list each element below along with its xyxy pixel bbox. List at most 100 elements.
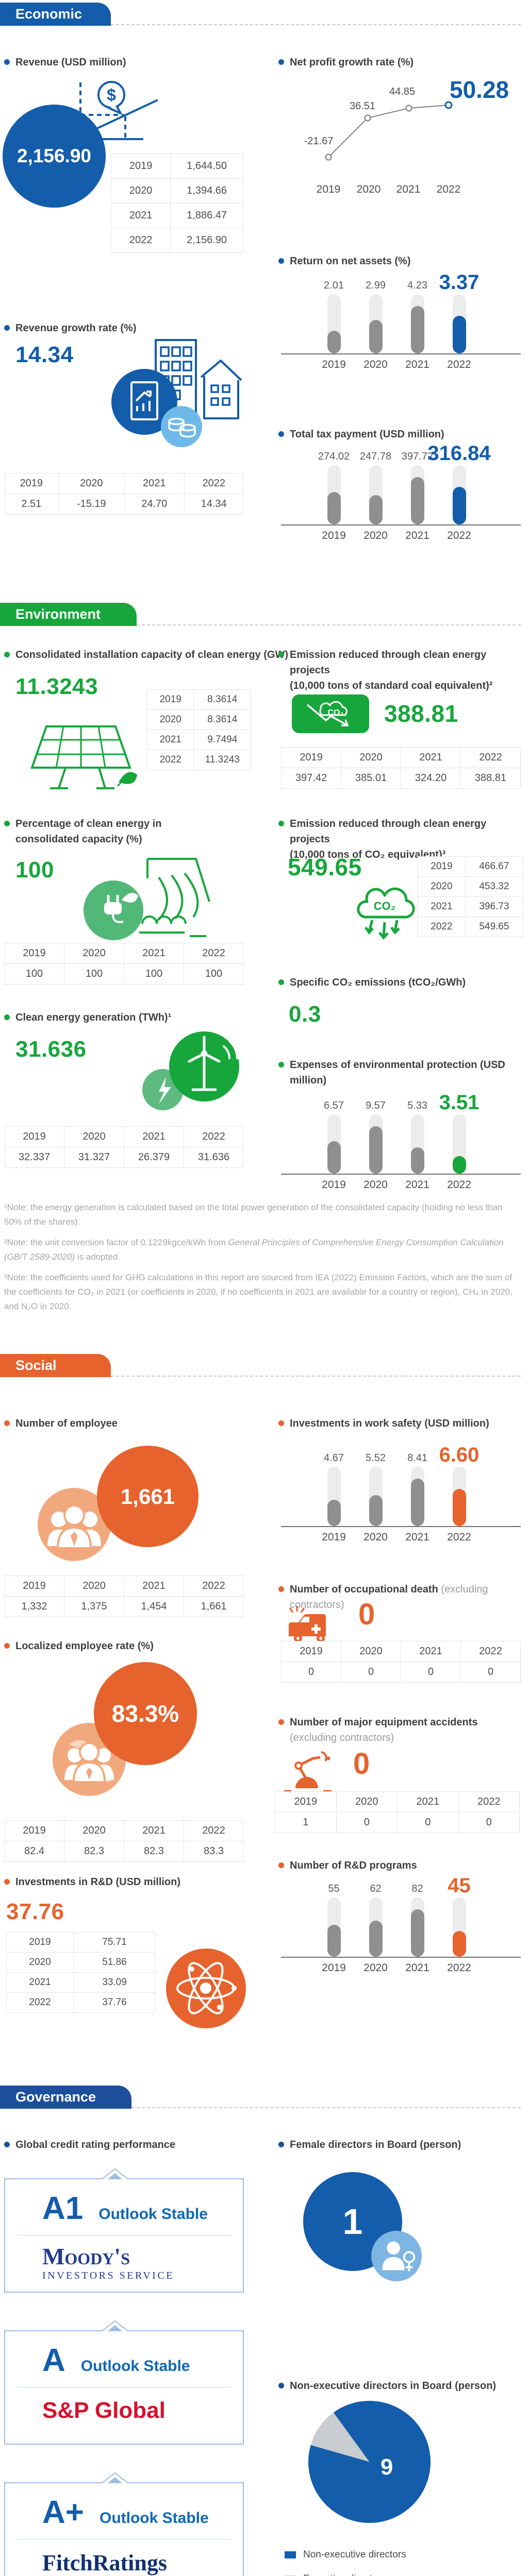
value-cell: 1,454 [124, 1596, 184, 1617]
value-cell: 0 [458, 1812, 520, 1833]
revenue-growth-highlight: 14.34 [15, 342, 74, 367]
year-cell: 2020 [146, 709, 194, 730]
rating-card-moodys: A1 Outlook Stable Moody's INVESTORS SERV… [4, 2168, 244, 2293]
value-cell: 83.3 [184, 1841, 244, 1862]
year-cell: 2022 [418, 917, 466, 937]
value-cell: 397.42 [281, 768, 341, 789]
value-cell: 1,886.47 [170, 203, 243, 228]
value-cell: 75.71 [73, 1932, 156, 1953]
footnote-1: ¹Note: the energy generation is calculat… [4, 1202, 503, 1227]
year-cell: 2022 [110, 228, 171, 253]
robot-arm-icon [284, 1751, 332, 1793]
value-cell: 14.34 [184, 494, 244, 515]
bar: 62 [355, 1871, 396, 1957]
svg-text:36.51: 36.51 [350, 100, 375, 112]
value-cell: 31.327 [64, 1147, 124, 1168]
generation-table: 2019 2020 2021 2022 32.337 31.327 26.379 31.636 [4, 1126, 244, 1168]
value-cell: 1 [275, 1812, 337, 1833]
bar-track [452, 1114, 466, 1174]
revenue-growth-label: Revenue growth rate (%) [4, 320, 252, 336]
bar-track [369, 1114, 383, 1174]
year-cell: 2019 [110, 154, 171, 179]
year-label: 2021 [405, 359, 429, 370]
env-expenses-label: Expenses of environmental protection (US… [278, 1057, 505, 1088]
value-cell: 37.76 [73, 1992, 156, 2013]
year-cell: 2020 [58, 473, 125, 494]
bar: 9.57 [355, 1088, 396, 1174]
year-cell: 2022 [6, 1992, 74, 2013]
svg-text:2020: 2020 [357, 183, 381, 195]
wind-turbine-icon [142, 1031, 239, 1110]
rnd-programs-chart: 55 62 82 45 2019 2020 2021 2022 [281, 1871, 521, 1974]
year-label: 2019 [322, 1179, 346, 1191]
year-cell: 2019 [281, 747, 341, 768]
data-table: 2019 2020 2021 2022 100 100 100 100 [4, 943, 244, 985]
bar-track [369, 294, 383, 353]
value-cell: 32.337 [4, 1147, 64, 1168]
legend-executive: Executive directors [285, 2573, 386, 2576]
footnote-2: ²Note: the unit conversion factor of 0.1… [4, 1238, 504, 1262]
bar-value-label: 3.37 [439, 271, 480, 294]
value-cell: 396.73 [465, 896, 524, 917]
capacity-highlight: 11.3243 [15, 674, 98, 699]
year-cell: 2021 [401, 747, 461, 768]
bullet-icon [278, 2142, 284, 2147]
value-cell: 1,332 [4, 1596, 64, 1617]
economic-section-header: Economic [0, 3, 111, 26]
legend-swatch [285, 2551, 296, 2558]
value-cell: 8.3614 [193, 709, 251, 730]
revenue-table: 2019 1,644.50 2020 1,394.66 2021 1,886.47 2022… [110, 154, 243, 253]
bullet-icon [4, 325, 10, 331]
bar-track [410, 294, 424, 353]
governance-divider [131, 2107, 521, 2108]
year-label: 2020 [363, 530, 388, 541]
bar-value-label: 45 [448, 1874, 471, 1897]
year-label: 2019 [322, 1531, 346, 1543]
value-cell: 8.3614 [193, 689, 251, 710]
year-cell: 2019 [4, 1820, 64, 1841]
year-cell: 2019 [281, 1641, 341, 1662]
rating-outlook: Outlook Stable [99, 2510, 209, 2527]
year-label: 2021 [405, 1531, 429, 1543]
total-tax-chart: 274.02 247.78 397.72 316.84 2019 2020 2021 2022 [281, 439, 521, 542]
clean-pct-table: 2019 2020 2021 2022 100 100 100 100 [4, 943, 244, 985]
generation-label: Clean energy generation (TWh)¹ [4, 1010, 252, 1025]
occupational-death-label: Number of occupational death (excluding … [278, 1582, 526, 1613]
bar-track [452, 1897, 466, 1957]
x-axis-line [281, 1957, 521, 1958]
bar: 316.84 [427, 439, 491, 524]
caret-up-icon [101, 2168, 129, 2179]
bar-value-label: 247.78 [359, 451, 392, 462]
data-table: 2019 466.67 2020 453.32 2021 396.73 2022 549.65 [418, 856, 524, 937]
value-cell: 82.4 [4, 1841, 64, 1862]
year-cell: 2021 [124, 473, 185, 494]
year-cell: 2020 [64, 1820, 124, 1841]
bullet-icon [278, 979, 284, 985]
solar-panel-icon [30, 725, 137, 789]
bar-value-label: 316.84 [427, 442, 491, 465]
co2-reduction-highlight: 549.65 [288, 854, 362, 880]
bar: 6.57 [313, 1088, 355, 1174]
coal-reduction-highlight: 388.81 [384, 700, 458, 727]
coal-reduction-table: 2019 2020 2021 2022 397.42 385.01 324.20 388.81 [281, 747, 521, 789]
year-cell: 2021 [6, 1972, 74, 1993]
bar-value-label: 62 [370, 1883, 382, 1894]
year-cell: 2021 [418, 896, 466, 917]
fitch-ratings-logo: FitchRatings [42, 2550, 167, 2575]
bar-track [410, 1467, 424, 1526]
value-cell: 1,394.66 [170, 178, 243, 204]
buildings-growth-icon [111, 339, 242, 447]
bullet-icon [278, 2383, 284, 2388]
value-cell: 82.3 [124, 1841, 184, 1862]
value-cell: 466.67 [465, 856, 524, 877]
ambulance-icon [289, 1606, 326, 1642]
year-label: 2021 [405, 1179, 429, 1191]
bar-track [410, 1114, 424, 1174]
caret-up-icon [101, 2472, 129, 2483]
svg-text:CO₂: CO₂ [374, 900, 396, 912]
bar-value-label: 3.51 [439, 1091, 480, 1114]
svg-text:44.85: 44.85 [389, 86, 415, 97]
value-cell: 1,644.50 [170, 154, 243, 179]
value-cell: 1,375 [64, 1596, 124, 1617]
